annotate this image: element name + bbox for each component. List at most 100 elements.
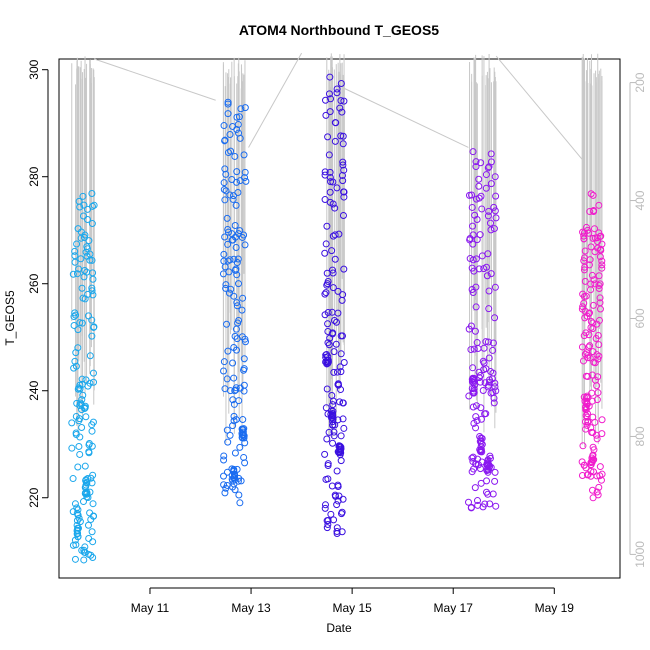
data-point — [473, 216, 481, 224]
data-point — [485, 354, 493, 362]
x-tick-label: May 15 — [332, 601, 372, 615]
data-point — [84, 215, 92, 223]
data-point — [88, 190, 96, 198]
data-point — [232, 416, 240, 424]
data-point — [223, 214, 231, 222]
data-point — [226, 191, 234, 199]
data-point — [468, 285, 476, 293]
data-point — [80, 273, 88, 281]
data-point — [589, 301, 597, 309]
data-point — [237, 105, 245, 113]
data-point — [596, 294, 604, 302]
data-point — [234, 129, 242, 137]
data-point — [340, 424, 348, 432]
data-point — [334, 309, 342, 317]
data-point — [325, 151, 333, 159]
data-point — [580, 461, 588, 469]
data-point — [332, 340, 340, 348]
data-point — [223, 426, 231, 434]
y-tick-label: 280 — [27, 166, 41, 186]
data-point — [240, 355, 248, 363]
data-point — [487, 270, 495, 278]
data-point — [492, 502, 500, 510]
data-point — [580, 332, 588, 340]
data-point — [335, 230, 343, 238]
data-point — [231, 222, 239, 230]
data-point — [337, 368, 345, 376]
data-point — [589, 452, 597, 460]
data-point — [220, 452, 228, 460]
data-point — [89, 471, 97, 479]
data-point — [84, 290, 92, 298]
data-point — [324, 462, 332, 470]
data-point — [78, 396, 86, 404]
data-point — [491, 283, 499, 291]
data-point — [580, 257, 588, 265]
data-point — [324, 327, 332, 335]
data-point — [471, 484, 479, 492]
data-point — [329, 421, 337, 429]
data-point — [233, 302, 241, 310]
data-point — [71, 500, 79, 508]
data-point — [339, 161, 347, 169]
data-point — [75, 197, 83, 205]
data-point — [326, 188, 334, 196]
data-point — [469, 453, 477, 461]
data-point — [70, 313, 78, 321]
data-point — [333, 184, 341, 192]
data-point — [481, 410, 489, 418]
data-point — [229, 359, 237, 367]
data-point — [583, 471, 591, 479]
data-point — [587, 286, 595, 294]
data-point — [587, 472, 595, 480]
data-point — [491, 207, 499, 215]
data-point — [472, 283, 480, 291]
data-point — [470, 267, 478, 275]
data-point — [589, 429, 597, 437]
data-point — [579, 442, 587, 450]
data-point — [78, 423, 86, 431]
data-point — [335, 448, 343, 456]
data-point — [322, 475, 330, 483]
data-point — [327, 95, 335, 103]
data-point — [71, 357, 79, 365]
data-point — [80, 201, 88, 209]
data-point — [326, 108, 334, 116]
data-point — [77, 255, 85, 263]
data-point — [339, 140, 347, 148]
data-point — [222, 284, 230, 292]
data-point — [583, 400, 591, 408]
data-point — [321, 504, 329, 512]
data-point — [222, 484, 230, 492]
data-point — [326, 334, 334, 342]
data-point — [337, 457, 345, 465]
data-point — [482, 263, 490, 271]
data-point — [334, 380, 342, 388]
data-point — [221, 196, 229, 204]
x-tick-label: May 17 — [434, 601, 474, 615]
altitude-transit-line — [248, 52, 303, 148]
data-point — [88, 256, 96, 264]
data-point — [73, 509, 81, 517]
data-point — [224, 438, 232, 446]
data-point — [234, 280, 242, 288]
data-point — [477, 404, 485, 412]
data-point — [598, 264, 606, 272]
data-point — [596, 280, 604, 288]
data-point — [229, 396, 237, 404]
data-point — [328, 482, 336, 490]
data-point — [595, 284, 603, 292]
data-point — [324, 320, 332, 328]
data-point — [470, 419, 478, 427]
data-point — [337, 432, 345, 440]
data-point — [239, 416, 247, 424]
data-point — [88, 284, 96, 292]
data-point — [470, 389, 478, 397]
data-point — [470, 345, 478, 353]
data-point — [581, 307, 589, 315]
altitude-transit-line — [94, 58, 216, 101]
data-point — [487, 226, 495, 234]
data-point — [227, 147, 235, 155]
data-point — [471, 327, 479, 335]
